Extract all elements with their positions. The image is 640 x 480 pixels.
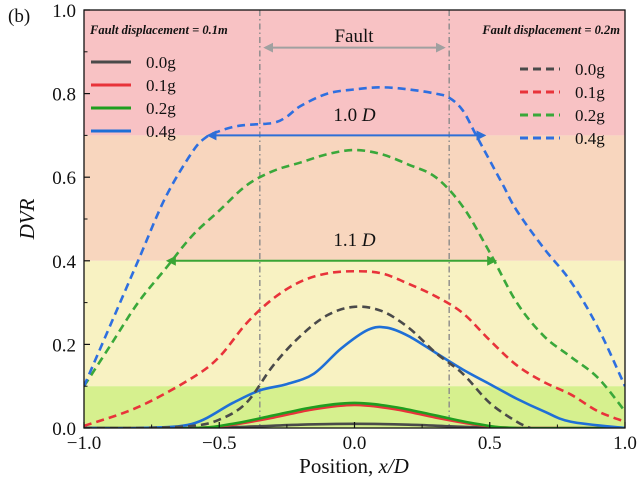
y-tick-label: 0.6 [52,168,76,189]
legend-label: 0.4g [575,129,605,148]
x-axis-label: Position, x/D [299,454,409,478]
x-tick-label: 0.5 [478,433,502,454]
legend-right: 0.0g 0.1g 0.2g 0.4g [520,60,605,148]
span-label-0: 1.0 D [333,105,376,126]
x-tick-label: −0.5 [202,433,236,454]
panel-label: (b) [8,6,30,27]
dvr-level-bands [84,10,625,428]
band-2 [84,260,625,387]
y-tick-label: 0.4 [52,252,76,273]
series-solid-0-2g [84,401,625,428]
legend-label: 0.0g [575,60,605,79]
series-group [84,86,625,428]
y-tick-label: 0.0 [52,419,76,440]
band-3 [84,386,625,428]
y-tick-label: 0.2 [52,335,76,356]
legend-label: 0.1g [146,76,176,95]
x-tick-label: −1.0 [67,433,101,454]
annotation-left: Fault displacement = 0.1m [89,23,228,37]
legend-label: 0.0g [146,53,176,72]
legend-label: 0.4g [146,122,176,141]
x-axis-label-text: Position, [299,454,378,478]
fault-label: Fault [334,26,374,47]
span-label-1: 1.1 D [333,230,376,251]
x-axis-label-var: x/D [378,454,409,478]
band-1 [84,135,625,261]
legend-label: 0.1g [575,83,605,102]
series-solid-0-4g [84,325,625,428]
series-dashed-0-4g [84,86,625,387]
x-axis-ticks: −1.0 −0.5 0.0 0.5 1.0 [67,422,637,454]
y-tick-label: 1.0 [52,1,76,22]
fault-boundary-lines [259,10,450,428]
x-tick-label: 0.0 [343,433,367,454]
y-axis-label: DVR [15,198,39,240]
legend-label: 0.2g [575,106,605,125]
annotation-arrows: 1.0 D 1.1 D [165,42,498,266]
x-tick-label: 1.0 [613,433,637,454]
annotation-right: Fault displacement = 0.2m [481,23,620,37]
series-dashed-0-2g [84,148,625,413]
legend-label: 0.2g [146,99,176,118]
y-tick-label: 0.8 [52,85,76,106]
series-dashed-0-0g [84,305,531,428]
legend-left: 0.0g 0.1g 0.2g 0.4g [91,53,176,141]
y-axis-ticks: 0.0 0.2 0.4 0.6 0.8 1.0 [52,1,90,440]
